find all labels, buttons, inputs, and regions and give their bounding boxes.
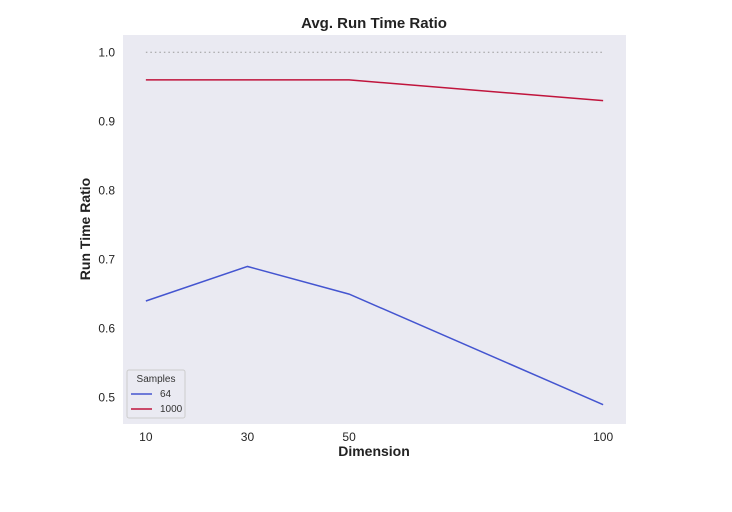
legend: Samples 64 1000 — [126, 369, 186, 419]
chart-title: Avg. Run Time Ratio — [301, 15, 447, 32]
legend-title: Samples — [137, 374, 176, 385]
x-tick-label: 50 — [342, 430, 356, 444]
series-line-64 — [145, 265, 604, 406]
legend-label-1000: 1000 — [160, 404, 183, 415]
y-tick-label: 1.0 — [98, 45, 115, 59]
y-tick-label: 0.6 — [98, 322, 115, 336]
legend-label-64: 64 — [160, 389, 172, 400]
x-tick-label: 30 — [241, 430, 255, 444]
x-axis-label: Dimension — [338, 443, 410, 459]
y-axis-label: Run Time Ratio — [77, 178, 93, 280]
legend-box — [126, 369, 186, 419]
y-tick-label: 0.7 — [98, 253, 115, 267]
y-tick-label: 0.9 — [98, 114, 115, 128]
series-line-1000 — [145, 79, 604, 102]
plot-area — [123, 35, 626, 424]
x-tick-label: 10 — [139, 430, 153, 444]
x-tick-label: 100 — [593, 430, 613, 444]
y-tick-label: 0.5 — [98, 391, 115, 405]
y-tick-label: 0.8 — [98, 183, 115, 197]
